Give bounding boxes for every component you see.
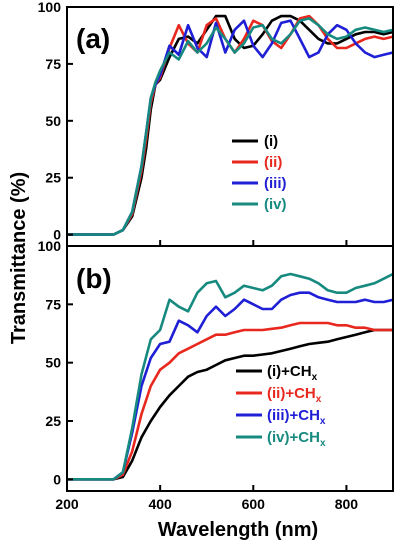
legend-label: (ii): [264, 154, 282, 171]
y-tick-label: 50: [45, 113, 61, 129]
legend-label: (iv): [264, 196, 287, 213]
plot-frame: [66, 245, 394, 492]
panel-a-chart: 0 25 50 75 100 (a) (i) (ii) (iii) (iv): [38, 0, 394, 247]
panel-b-chart: 0 25 50 75 100 200 400 600 800 (b) (i)+CHx(ii)+CHx…: [38, 238, 394, 512]
x-tick-label: 400: [148, 496, 172, 512]
panel-label: (a): [76, 23, 110, 54]
legend-label: (iv)+CHx: [267, 429, 326, 449]
y-tick-label: 50: [45, 355, 61, 371]
legend-label: (i): [264, 133, 278, 150]
legend-label: (iii): [264, 175, 287, 192]
legend-label: (ii)+CHx: [267, 385, 322, 405]
series-line-3: [67, 19, 394, 236]
y-tick-label: 100: [38, 0, 62, 15]
x-tick-label: 800: [335, 496, 359, 512]
y-tick-label: 25: [45, 413, 61, 429]
x-tick-label: 200: [55, 496, 79, 512]
y-tick-label: 0: [53, 471, 61, 487]
series-line-4: [67, 17, 394, 236]
y-tick-label: 0: [53, 227, 61, 243]
y-tick-label: 75: [45, 296, 61, 312]
series-line-2: [67, 14, 394, 236]
y-tick-label: 100: [38, 238, 62, 254]
series-line-2: [67, 321, 393, 481]
series-line-4: [67, 272, 394, 481]
y-axis-title: Transmittance (%): [8, 172, 30, 344]
legend-label: (iii)+CHx: [267, 407, 326, 427]
series-line-3: [67, 291, 394, 481]
y-tick-label: 75: [45, 56, 61, 72]
x-axis-title: Wavelength (nm): [158, 519, 318, 541]
series-line-1: [67, 328, 393, 481]
legend-label: (i)+CHx: [267, 363, 318, 383]
panel-label: (b): [76, 263, 112, 294]
x-tick-label: 600: [242, 496, 266, 512]
y-tick-label: 25: [45, 170, 61, 186]
